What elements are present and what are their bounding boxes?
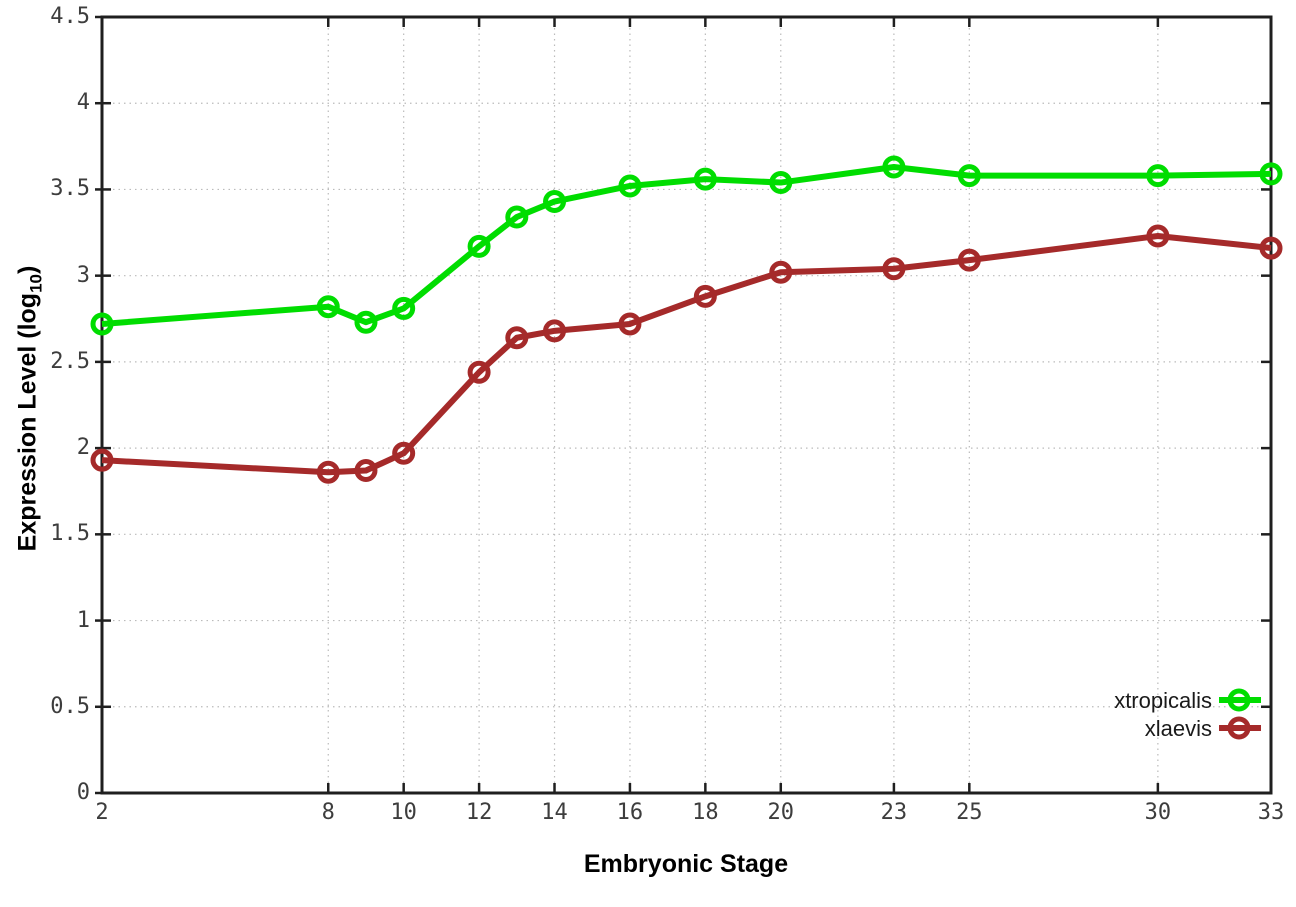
y-axis-title-subscript: 10	[26, 274, 46, 293]
data-point-xtropicalis	[467, 234, 491, 258]
x-tick-label: 30	[1144, 800, 1172, 825]
data-point-xtropicalis	[316, 295, 340, 319]
plot-border	[100, 15, 1273, 795]
data-point-xtropicalis	[543, 190, 567, 214]
legend-marker-xlaevis	[1227, 716, 1251, 740]
data-point-xlaevis	[693, 284, 717, 308]
data-point-xtropicalis	[957, 164, 981, 188]
data-point-xtropicalis	[618, 174, 642, 198]
data-point-xtropicalis	[90, 312, 114, 336]
x-tick-label: 8	[321, 800, 335, 825]
data-point-xtropicalis	[354, 310, 378, 334]
x-tick-label: 14	[541, 800, 568, 825]
y-tick-label: 2	[76, 435, 90, 461]
data-point-xlaevis	[769, 260, 793, 284]
data-point-xlaevis	[90, 448, 114, 472]
y-axis-title-text: Expression Level (log	[13, 292, 42, 552]
x-tick-label: 25	[956, 800, 983, 825]
x-tick-label: 33	[1257, 800, 1285, 825]
data-point-xlaevis	[505, 326, 529, 350]
data-point-xlaevis	[354, 459, 378, 483]
x-axis-title: Embryonic Stage	[583, 850, 789, 878]
legend-sample-xlaevis	[1219, 716, 1261, 740]
x-tick-label: 20	[767, 800, 795, 825]
x-tick-label: 23	[880, 800, 908, 825]
data-point-xlaevis	[957, 248, 981, 272]
data-point-xtropicalis	[392, 296, 416, 320]
y-tick-label: 4	[76, 90, 90, 116]
data-point-xlaevis	[543, 319, 567, 343]
data-point-xlaevis	[1259, 236, 1283, 260]
legend-label-xtropicalis: xtropicalis	[1114, 688, 1212, 713]
y-axis-title-close: )	[13, 265, 42, 274]
y-tick-label: 0	[76, 780, 90, 805]
data-point-xlaevis	[316, 460, 340, 484]
x-tick-label: 2	[95, 800, 109, 825]
x-tick-label: 18	[692, 800, 719, 825]
data-point-xlaevis	[618, 312, 642, 336]
y-tick-label: 1.5	[50, 521, 90, 547]
data-point-xlaevis	[467, 360, 491, 384]
y-tick-label: 3	[76, 262, 90, 288]
x-tick-label: 10	[390, 800, 417, 825]
x-tick-label: 16	[616, 800, 644, 825]
data-point-xtropicalis	[769, 171, 793, 195]
data-point-xtropicalis	[1146, 164, 1170, 188]
series-line-xlaevis	[101, 233, 1272, 476]
data-point-xtropicalis	[882, 155, 906, 179]
x-tick-label: 12	[465, 800, 493, 825]
y-tick-label: 2.5	[50, 348, 90, 374]
data-point-xtropicalis	[1259, 162, 1283, 186]
data-point-xtropicalis	[505, 205, 529, 229]
legend-sample-xtropicalis	[1219, 688, 1261, 712]
data-point-xlaevis	[882, 257, 906, 281]
y-tick-label: 1	[76, 607, 90, 633]
data-point-xtropicalis	[693, 167, 717, 191]
data-point-xlaevis	[1146, 224, 1170, 248]
y-tick-label: 4.5	[50, 4, 90, 29]
legend-marker-xtropicalis	[1227, 688, 1251, 712]
legend-label-xlaevis: xlaevis	[1144, 716, 1212, 741]
y-tick-label: 0.5	[50, 693, 90, 719]
data-point-xlaevis	[392, 441, 416, 465]
y-tick-label: 3.5	[50, 176, 90, 202]
y-axis-title: Expression Level (log10)	[14, 204, 47, 614]
